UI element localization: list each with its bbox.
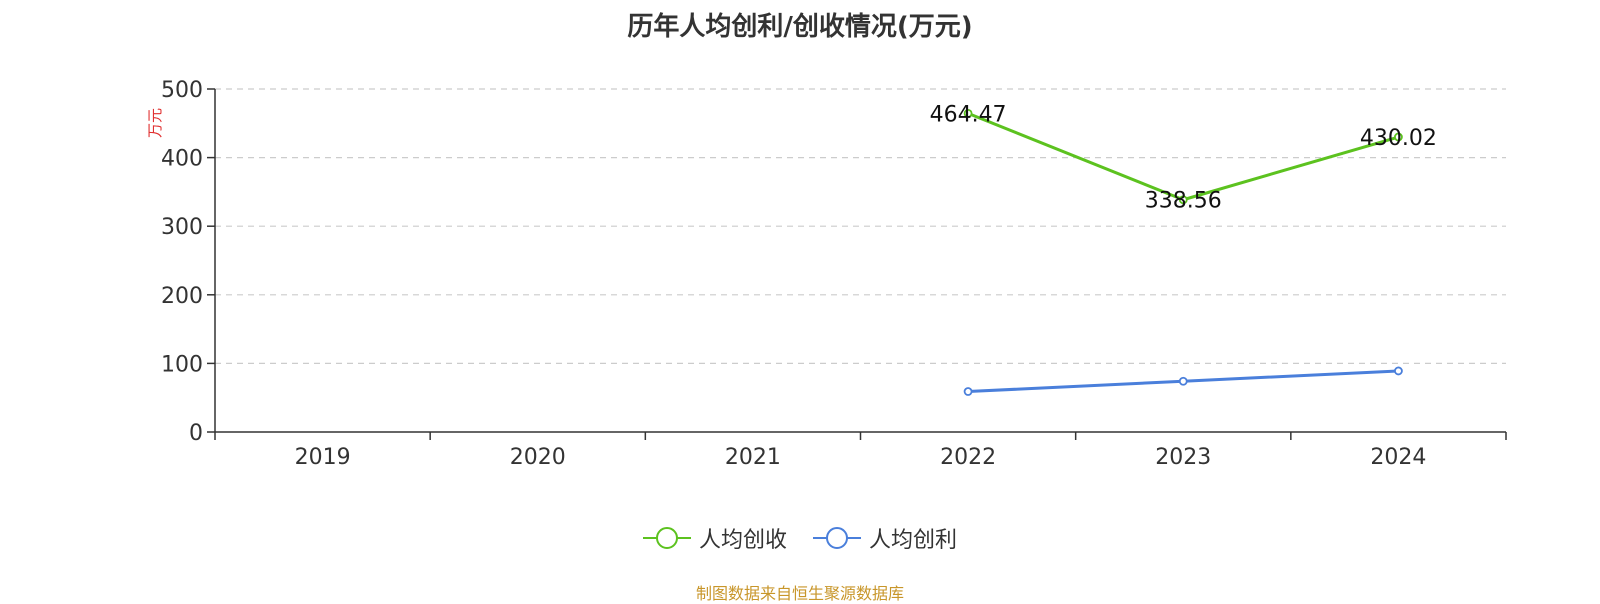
legend-label-revenue: 人均创收	[698, 528, 787, 553]
chart-title: 历年人均创利/创收情况(万元)	[627, 12, 973, 42]
data-point	[1394, 132, 1403, 142]
legend-item-revenue[interactable]: 人均创收	[642, 522, 787, 554]
legend-circle-profit	[826, 527, 848, 549]
data-label: 464.47	[930, 102, 1007, 127]
series-line-0	[967, 111, 1399, 202]
legend-swatch-profit	[813, 526, 861, 550]
y-tick-label: 400	[161, 147, 203, 172]
data-label: 338.56	[1145, 189, 1222, 214]
data-point	[963, 108, 973, 118]
x-tick-label: 2023	[1155, 445, 1211, 470]
x-tick-label: 2020	[510, 445, 566, 470]
y-tick-label: 0	[189, 421, 203, 446]
x-tick-label: 2024	[1370, 445, 1426, 470]
y-tick-label: 100	[161, 352, 203, 377]
data-source-note: 制图数据来自恒生聚源数据库	[695, 584, 904, 603]
legend-circle-revenue	[655, 527, 678, 549]
data-label: 430.02	[1360, 126, 1437, 151]
y-tick-label: 300	[161, 215, 203, 240]
legend-item-profit[interactable]: 人均创利	[813, 522, 957, 554]
y-tick-label: 500	[161, 78, 203, 103]
x-tick-label: 2022	[940, 445, 996, 470]
y-axis-unit: 万元	[146, 108, 164, 138]
data-point	[1178, 195, 1188, 205]
data-point	[963, 387, 973, 396]
data-point	[1178, 376, 1188, 386]
legend-label-profit: 人均创利	[869, 528, 958, 553]
legend-swatch-revenue	[642, 526, 691, 550]
y-tick-label: 200	[161, 284, 203, 309]
legend: 人均创收 人均创利	[0, 522, 1600, 554]
x-tick-label: 2021	[725, 445, 781, 470]
x-tick-label: 2019	[295, 445, 351, 470]
data-point	[1394, 366, 1403, 376]
